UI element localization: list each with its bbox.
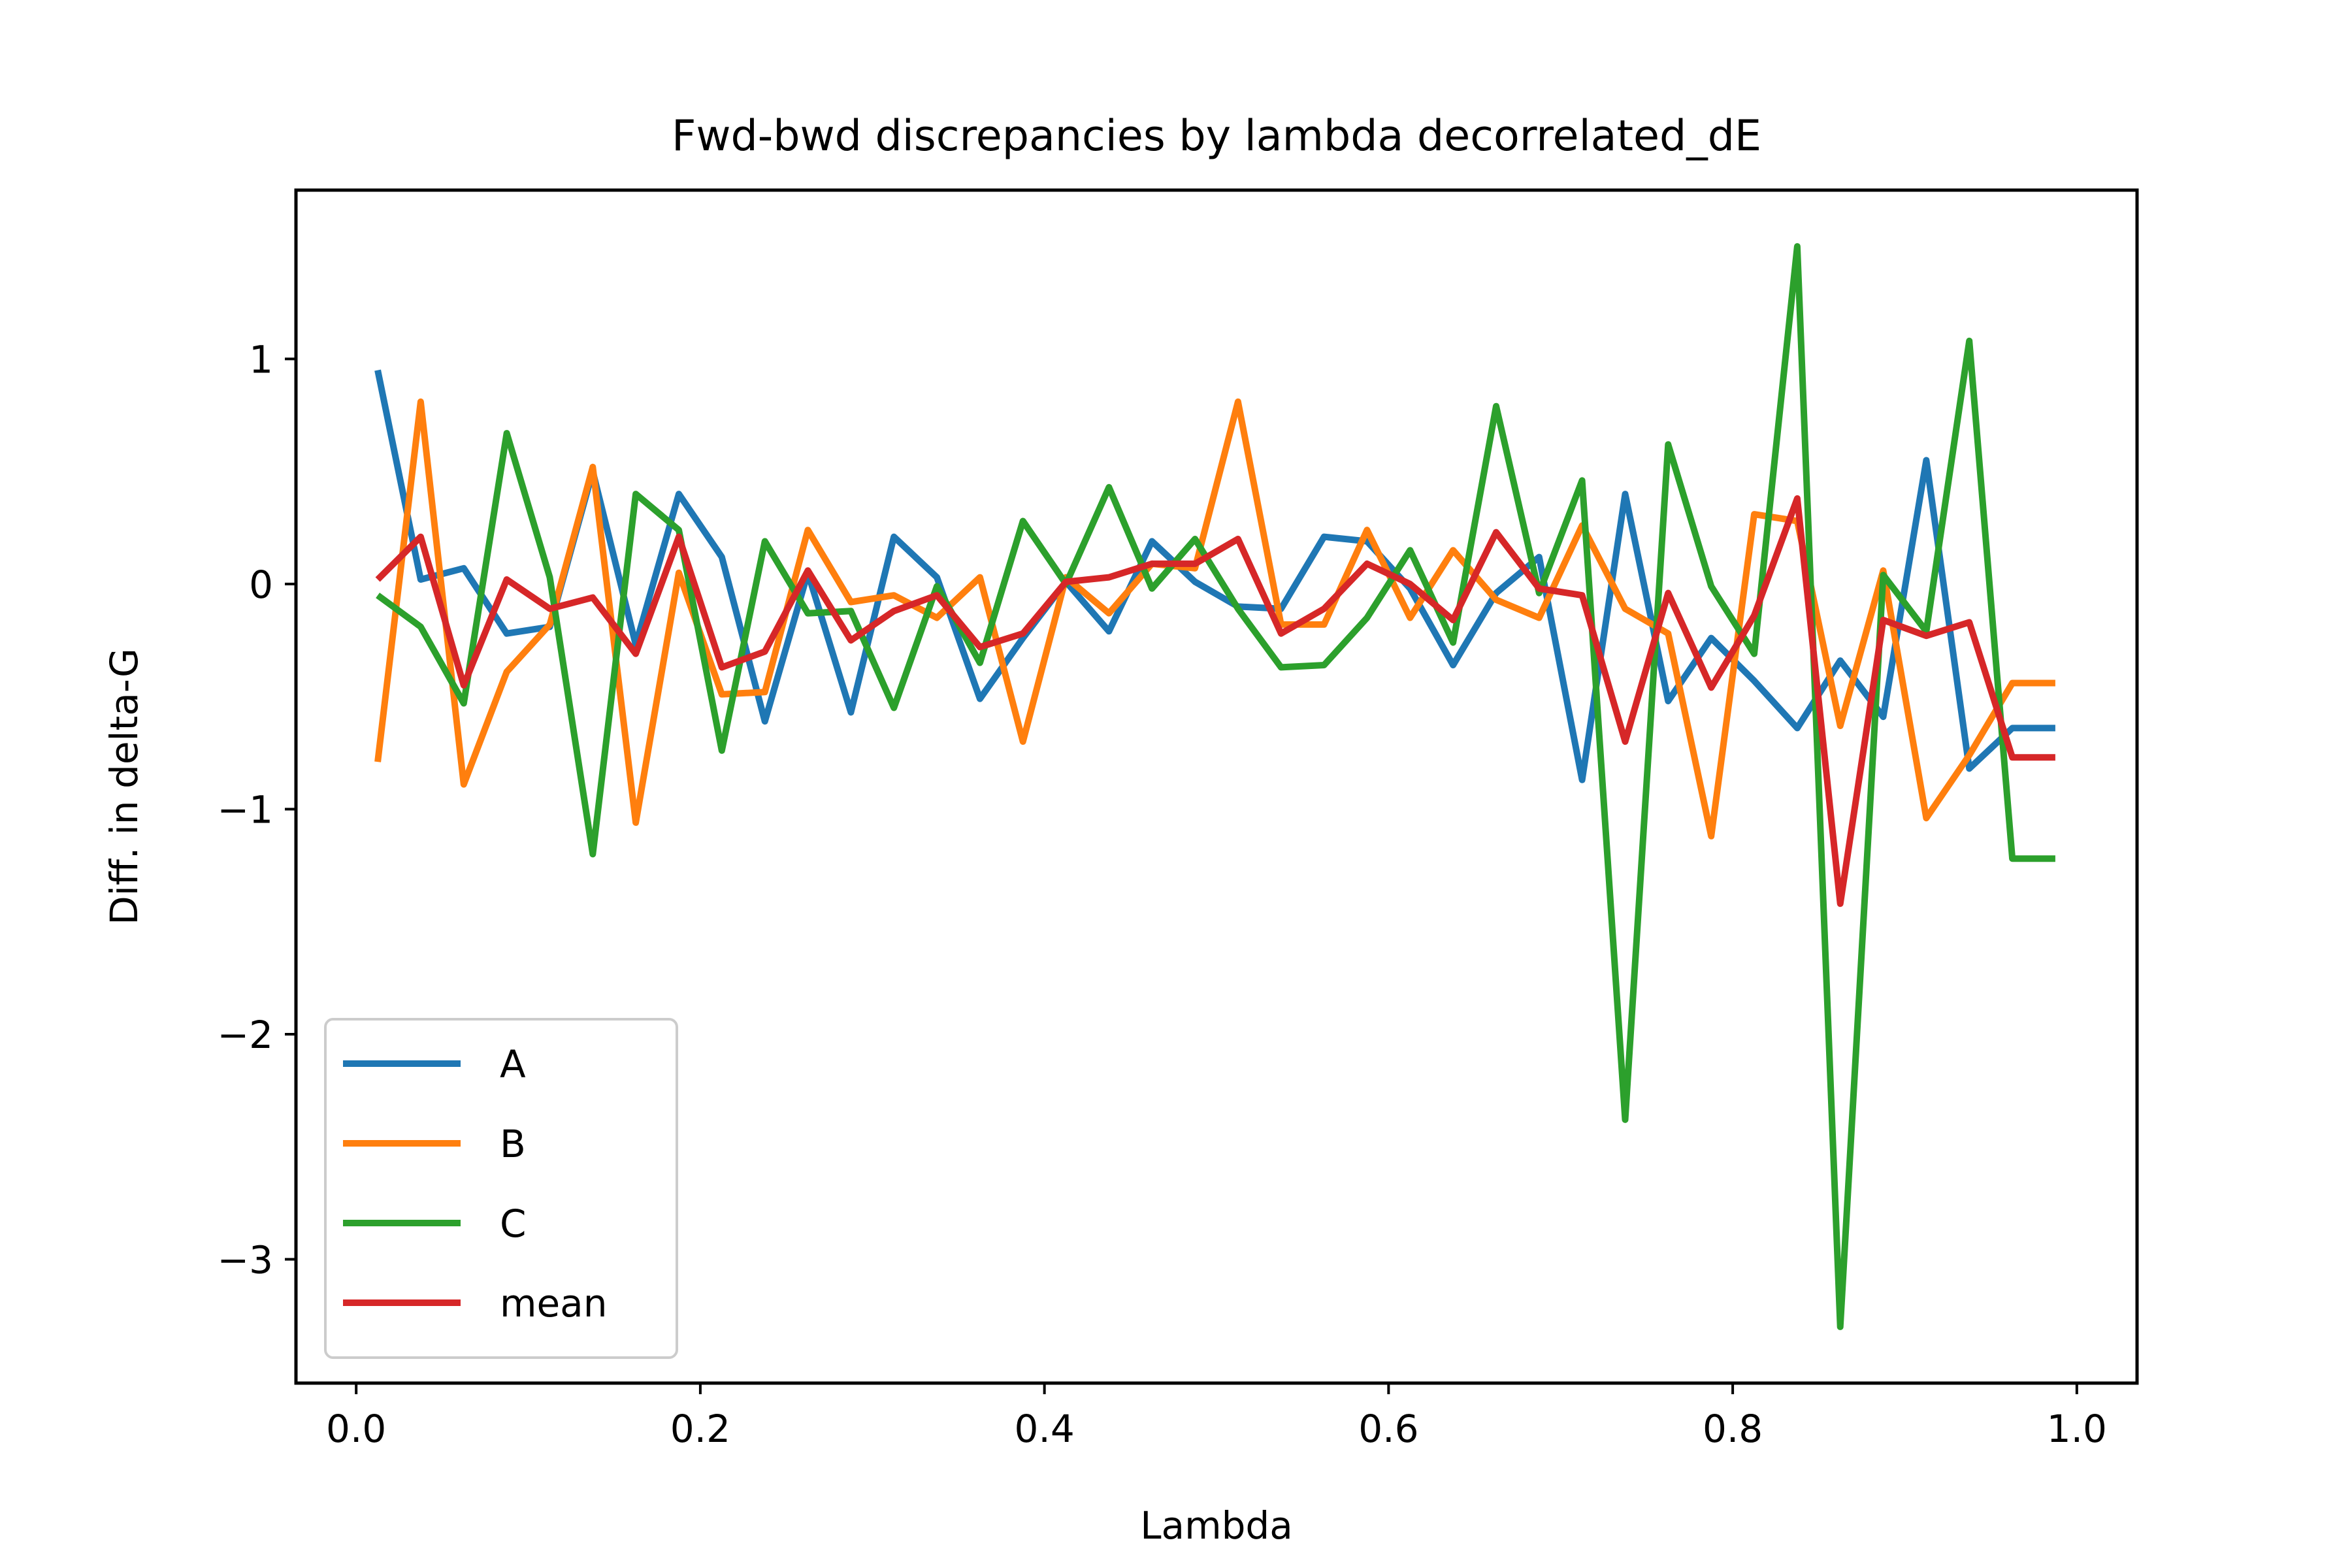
y-tick-label: −1 bbox=[218, 787, 274, 832]
x-tick-label: 0.4 bbox=[1015, 1407, 1075, 1451]
chart-title: Fwd-bwd discrepancies by lambda decorrel… bbox=[672, 112, 1761, 161]
y-tick-label: 1 bbox=[249, 337, 273, 382]
y-tick-label: −3 bbox=[218, 1238, 274, 1282]
y-tick-label: 0 bbox=[249, 563, 273, 607]
y-tick-label: −2 bbox=[218, 1013, 274, 1057]
series-line-B bbox=[374, 398, 2055, 840]
legend-box bbox=[324, 1018, 678, 1359]
legend-label-B: B bbox=[500, 1122, 526, 1166]
legend-label-A: A bbox=[500, 1042, 526, 1086]
legend-label-mean: mean bbox=[500, 1281, 607, 1326]
x-axis: 0.0 0.2 0.4 0.6 0.8 1.0 bbox=[326, 1383, 2107, 1451]
series-layer bbox=[374, 243, 2055, 1330]
y-axis: 1 0 −1 −2 −3 bbox=[218, 337, 296, 1282]
x-tick-label: 0.0 bbox=[326, 1407, 386, 1451]
series-line-C bbox=[376, 243, 2055, 1330]
x-axis-label: Lambda bbox=[1140, 1503, 1293, 1548]
x-tick-label: 1.0 bbox=[2047, 1407, 2107, 1451]
series-line-A bbox=[374, 369, 2055, 783]
x-tick-label: 0.6 bbox=[1358, 1407, 1418, 1451]
x-tick-label: 0.2 bbox=[670, 1407, 730, 1451]
y-axis-label: Diff. in delta-G bbox=[102, 648, 146, 925]
legend-label-C: C bbox=[500, 1201, 527, 1246]
x-tick-label: 0.8 bbox=[1703, 1407, 1763, 1451]
plot-frame bbox=[294, 188, 2139, 1385]
series-line-mean bbox=[375, 495, 2055, 907]
